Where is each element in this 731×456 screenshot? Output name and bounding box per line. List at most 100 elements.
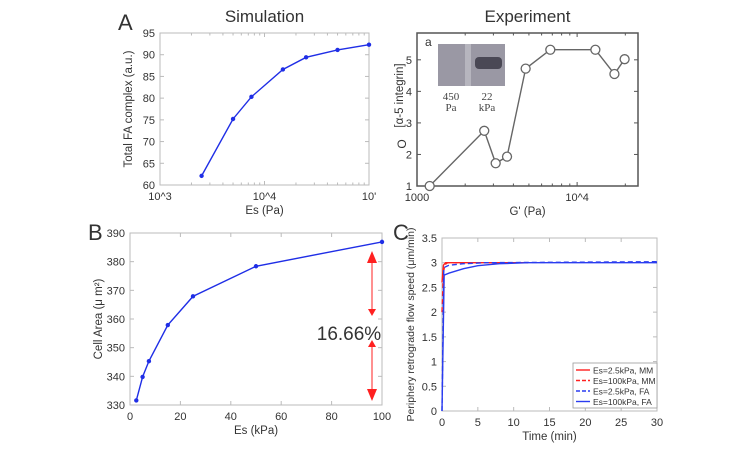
- arrow-head-down: [368, 309, 376, 316]
- x-axis-label: G' (Pa): [509, 206, 545, 218]
- gel-band: [475, 57, 502, 69]
- y-axis-label: Cell Area (μ m²): [93, 278, 105, 359]
- y-tick-label: 75: [143, 115, 155, 127]
- panel-label-a: A: [118, 10, 133, 35]
- data-point: [590, 44, 601, 55]
- arrow-head-up: [368, 340, 376, 347]
- arrow-head-up: [367, 251, 377, 263]
- legend-entry: Es=2.5kPa, MM: [593, 366, 653, 376]
- data-point: [379, 239, 385, 245]
- gel-lane-label: 22: [482, 91, 493, 103]
- x-tick-label: 0: [439, 417, 445, 429]
- data-point: [609, 68, 620, 80]
- x-axis-label: Es (kPa): [234, 425, 278, 437]
- gel-lane-gap: [465, 44, 471, 86]
- arrow-head-down: [367, 389, 377, 401]
- y-tick-label: 0: [431, 406, 437, 418]
- x-tick-label: 0: [127, 411, 133, 423]
- series-line-1: [441, 262, 528, 313]
- y-axis-label: Total FA complex (a.u.): [123, 50, 135, 167]
- y-tick-label: 370: [107, 285, 125, 297]
- series-line-0: [200, 44, 370, 177]
- x-tick-label: 10': [362, 191, 376, 203]
- y-tick-label: 0.5: [422, 381, 437, 393]
- plot-area: [159, 32, 370, 186]
- x-tick-label: 60: [275, 411, 287, 423]
- y-tick-label: 5: [406, 55, 412, 67]
- y-tick-label: 330: [107, 400, 125, 412]
- x-tick-label: 40: [225, 411, 237, 423]
- y-tick-label: 85: [143, 71, 155, 83]
- x-tick-label: 30: [651, 417, 663, 429]
- y-tick-label: 2: [406, 149, 412, 161]
- series-line-0: [135, 241, 383, 401]
- y-tick-label: 380: [107, 257, 125, 269]
- x-tick-label: 25: [615, 417, 627, 429]
- chart-area: 330 340 350 360 370 380 390 0 20 40 60 80 100 Es (kPa…: [93, 228, 391, 437]
- legend-entry: Es=100kPa, MM: [593, 376, 656, 386]
- y-tick-label: 2.5: [422, 282, 437, 294]
- data-point: [253, 264, 259, 269]
- series-line-2: [441, 261, 658, 412]
- y-tick-label: 1.5: [422, 332, 437, 344]
- plot-area: [129, 232, 383, 406]
- chart-title: Experiment: [485, 7, 571, 26]
- data-point: [146, 358, 152, 364]
- data-point: [165, 322, 170, 328]
- y-tick-label: 60: [143, 180, 155, 192]
- plot-area: [416, 32, 639, 187]
- y-tick-label: 1: [431, 357, 437, 369]
- gel-lane-label: 450: [443, 91, 460, 103]
- panel-label-b: B: [88, 220, 103, 245]
- y-tick-label: 95: [143, 28, 155, 40]
- data-point: [545, 44, 556, 55]
- x-tick-label: 10: [508, 417, 520, 429]
- y-tick-label: 4: [406, 86, 412, 98]
- panel-tag: a: [425, 35, 432, 49]
- chart-exp: 1 2 3 4 5 1000 10^4 Experiment G' (Pa) [α-5 integ…: [394, 7, 639, 218]
- data-point: [490, 158, 501, 169]
- x-tick-label: 15: [543, 417, 555, 429]
- data-point: [303, 55, 309, 60]
- gel-lane-unit: Pa: [446, 102, 457, 114]
- y-axis-symbol: O: [395, 139, 409, 148]
- x-tick-label: 20: [579, 417, 591, 429]
- data-point: [424, 180, 435, 192]
- data-point: [520, 63, 531, 74]
- x-tick-label: 10^3: [148, 191, 172, 203]
- data-point: [249, 94, 254, 100]
- y-tick-label: 340: [107, 371, 125, 383]
- chart-title: Simulation: [225, 7, 304, 26]
- y-tick-label: 65: [143, 158, 155, 170]
- data-point: [134, 398, 139, 403]
- x-tick-label: 20: [174, 411, 186, 423]
- percent-annotation: 16.66%: [317, 324, 382, 345]
- y-tick-label: 3: [406, 118, 412, 130]
- data-point: [335, 47, 340, 53]
- x-tick-label: 100: [373, 411, 391, 423]
- y-axis-label: [α-5 integrin]: [394, 63, 406, 127]
- x-tick-label: 10^4: [565, 192, 589, 204]
- y-tick-label: 390: [107, 228, 125, 240]
- legend-entry: Es=2.5kPa, FA: [593, 387, 650, 397]
- x-axis-label: Es (Pa): [245, 205, 284, 217]
- x-tick-label: 10^4: [253, 191, 277, 203]
- x-axis-label: Time (min): [522, 431, 577, 443]
- data-point: [140, 374, 145, 380]
- y-tick-label: 360: [107, 314, 125, 326]
- data-point: [199, 173, 204, 179]
- y-tick-label: 350: [107, 343, 125, 355]
- y-tick-label: 3: [431, 258, 437, 270]
- series-line-3: [441, 262, 657, 412]
- chart-flow: 0 0.5 1 1.5 2 2.5 3 3.5 0 5 10 15 20 25 30 Time (min) Pe…: [405, 228, 663, 443]
- data-point: [280, 67, 286, 72]
- y-tick-label: 90: [143, 50, 155, 62]
- panel-label-c: C: [393, 220, 409, 245]
- data-point: [230, 116, 236, 122]
- gel-lane-unit: kPa: [479, 102, 496, 114]
- data-point: [501, 151, 513, 162]
- data-point: [619, 54, 630, 65]
- y-tick-label: 3.5: [422, 233, 437, 245]
- x-tick-label: 80: [325, 411, 337, 423]
